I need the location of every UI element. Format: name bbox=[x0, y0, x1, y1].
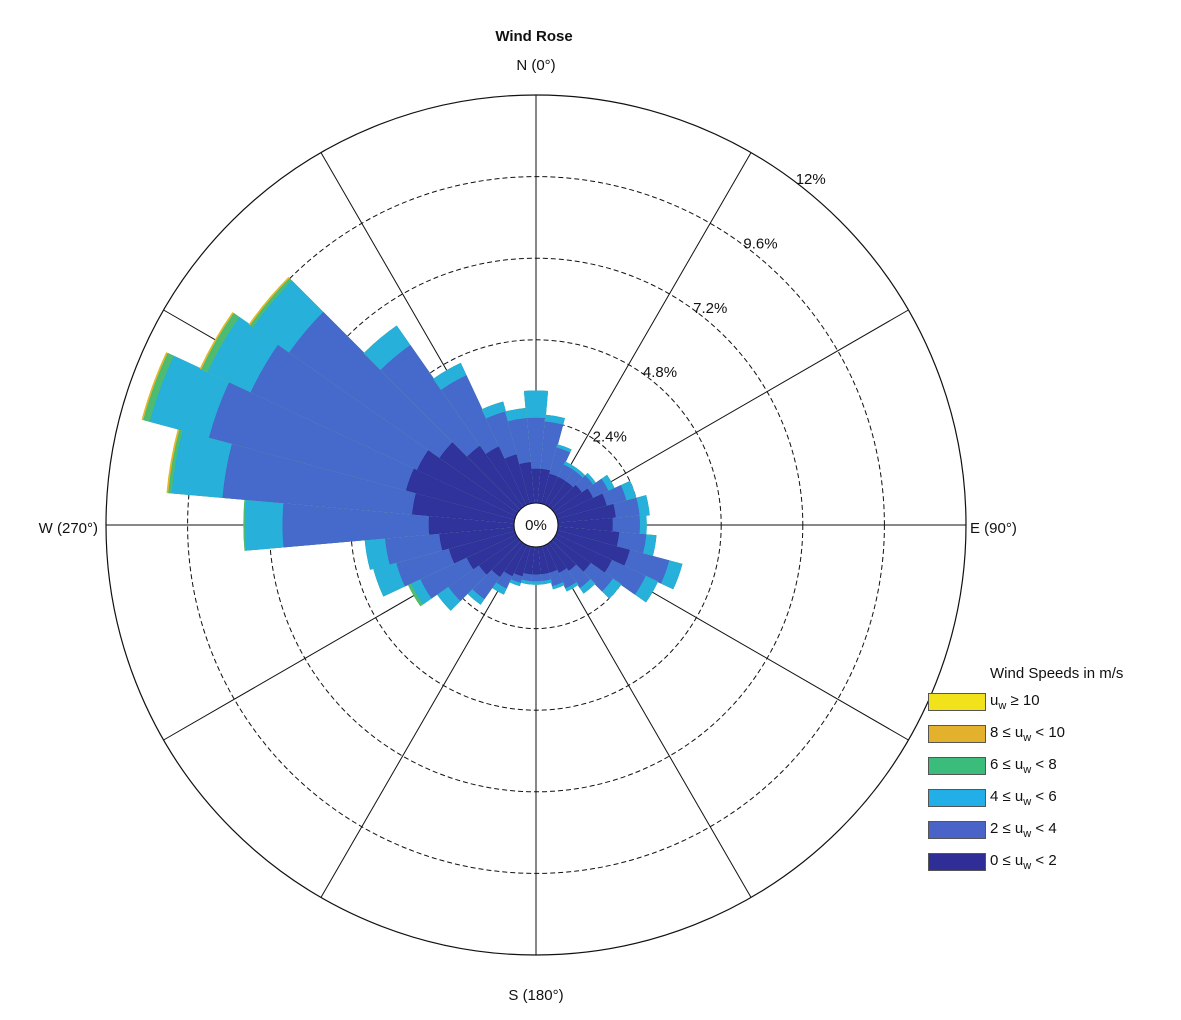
legend-item-4-6: 4 ≤ uw < 6 bbox=[928, 786, 1057, 810]
legend-item-2-4: 2 ≤ uw < 4 bbox=[928, 818, 1057, 842]
legend-swatch bbox=[928, 757, 986, 775]
radial-tick-label: 12% bbox=[796, 171, 826, 188]
chart-title: Wind Rose bbox=[495, 28, 572, 45]
legend-item-ge-10: uw ≥ 10 bbox=[928, 690, 1040, 714]
direction-label-south: S (180°) bbox=[508, 987, 563, 1004]
legend-swatch bbox=[928, 693, 986, 711]
legend-item-8-10: 8 ≤ uw < 10 bbox=[928, 722, 1065, 746]
radial-tick-label: 4.8% bbox=[643, 364, 677, 381]
legend-label: 8 ≤ uw < 10 bbox=[990, 724, 1065, 744]
legend-label: 4 ≤ uw < 6 bbox=[990, 788, 1057, 808]
grid-spoke bbox=[546, 543, 752, 898]
legend-item-0-2: 0 ≤ uw < 2 bbox=[928, 850, 1057, 874]
radial-tick-labels: 0% 2.4% 4.8% 7.2% 9.6% 12% bbox=[525, 171, 826, 534]
legend-label: uw ≥ 10 bbox=[990, 692, 1040, 712]
radial-tick-label: 0% bbox=[525, 517, 547, 534]
direction-label-east: E (90°) bbox=[970, 520, 1017, 537]
legend-item-6-8: 6 ≤ uw < 8 bbox=[928, 754, 1057, 778]
legend-swatch bbox=[928, 821, 986, 839]
legend-label: 6 ≤ uw < 8 bbox=[990, 756, 1057, 776]
legend-title: Wind Speeds in m/s bbox=[990, 665, 1124, 682]
wind-rose-bars bbox=[141, 277, 683, 611]
radial-tick-label: 7.2% bbox=[693, 300, 727, 317]
legend-swatch bbox=[928, 853, 986, 871]
center-disc bbox=[513, 502, 559, 548]
radial-tick-label: 9.6% bbox=[743, 235, 777, 252]
grid-spoke bbox=[320, 543, 526, 898]
direction-label-west: W (270°) bbox=[39, 520, 98, 537]
grid-spoke bbox=[546, 152, 752, 507]
direction-label-north: N (0°) bbox=[516, 57, 555, 74]
radial-tick-label: 2.4% bbox=[593, 428, 627, 445]
legend-swatch bbox=[928, 725, 986, 743]
legend-swatch bbox=[928, 789, 986, 807]
legend-label: 2 ≤ uw < 4 bbox=[990, 820, 1057, 840]
grid-spoke bbox=[554, 309, 909, 515]
legend-label: 0 ≤ uw < 2 bbox=[990, 852, 1057, 872]
